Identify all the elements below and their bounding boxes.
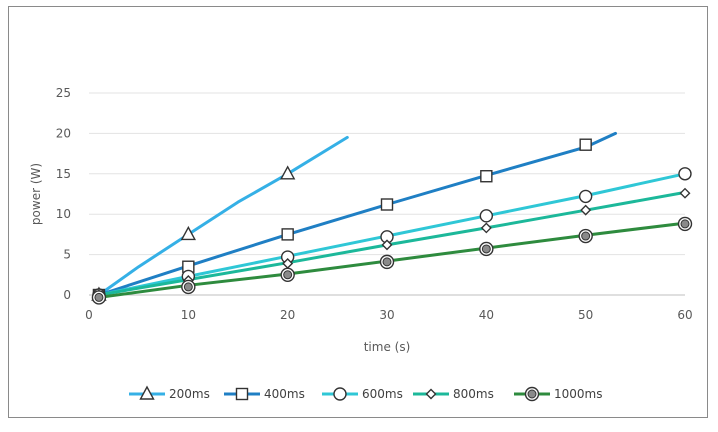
data-point-1000ms-core xyxy=(680,219,690,229)
legend-marker-1000ms-core xyxy=(527,389,537,399)
y-tick-label: 5 xyxy=(63,248,71,262)
data-point-1000ms-core xyxy=(94,292,104,302)
legend-label-600ms: 600ms xyxy=(362,387,403,401)
x-tick-label: 60 xyxy=(677,308,692,322)
series-line-200ms xyxy=(97,135,349,297)
chart-frame: 0 5 10 15 20 25 0 10 20 30 40 50 60 time (s) power (… xyxy=(8,6,708,418)
data-point-200ms xyxy=(180,225,197,241)
data-point-1000ms-core xyxy=(481,244,491,254)
data-point-1000ms-core xyxy=(581,231,591,241)
legend-label-800ms: 800ms xyxy=(453,387,494,401)
x-axis-label: time (s) xyxy=(364,340,411,354)
data-point-400ms xyxy=(480,170,493,183)
y-tick-label: 10 xyxy=(56,207,71,221)
data-point-600ms xyxy=(479,209,494,223)
data-point-400ms xyxy=(380,198,394,211)
x-tick-label: 50 xyxy=(578,308,593,322)
legend-label-200ms: 200ms xyxy=(169,387,210,401)
data-point-1000ms-core xyxy=(283,270,293,280)
data-point-800ms xyxy=(580,204,592,216)
gridlines xyxy=(89,92,685,296)
legend-label-1000ms: 1000ms xyxy=(554,387,602,401)
x-tick-label: 30 xyxy=(379,308,394,322)
y-tick-label: 25 xyxy=(56,86,71,100)
data-point-400ms xyxy=(579,138,592,151)
legend: 200ms 400ms 600ms 800ms 1000ms xyxy=(129,385,602,402)
axes: 0 5 10 15 20 25 0 10 20 30 40 50 60 xyxy=(56,86,693,322)
power-time-chart: 0 5 10 15 20 25 0 10 20 30 40 50 60 time (s) power (… xyxy=(29,86,693,402)
data-point-1000ms-core xyxy=(382,257,392,267)
data-point-800ms xyxy=(679,187,691,199)
legend-label-400ms: 400ms xyxy=(264,387,305,401)
x-tick-label: 10 xyxy=(181,308,196,322)
y-tick-label: 0 xyxy=(63,288,71,302)
x-tick-label: 20 xyxy=(280,308,295,322)
legend-marker-800ms xyxy=(425,388,437,400)
y-tick-label: 15 xyxy=(56,167,71,181)
data-point-1000ms-core xyxy=(183,282,193,292)
x-tick-label: 40 xyxy=(479,308,494,322)
y-axis-label: power (W) xyxy=(29,163,43,225)
legend-marker-200ms xyxy=(139,385,155,400)
y-tick-label: 20 xyxy=(56,126,71,140)
legend-marker-600ms xyxy=(333,387,347,401)
data-point-200ms xyxy=(279,165,296,180)
data-point-600ms xyxy=(578,189,593,204)
x-tick-label: 0 xyxy=(85,308,93,322)
data-point-400ms xyxy=(281,228,294,241)
data-point-800ms xyxy=(480,222,492,234)
series-markers xyxy=(91,138,693,305)
data-point-800ms xyxy=(381,239,393,251)
data-point-600ms xyxy=(678,167,692,181)
legend-marker-400ms xyxy=(235,387,249,401)
